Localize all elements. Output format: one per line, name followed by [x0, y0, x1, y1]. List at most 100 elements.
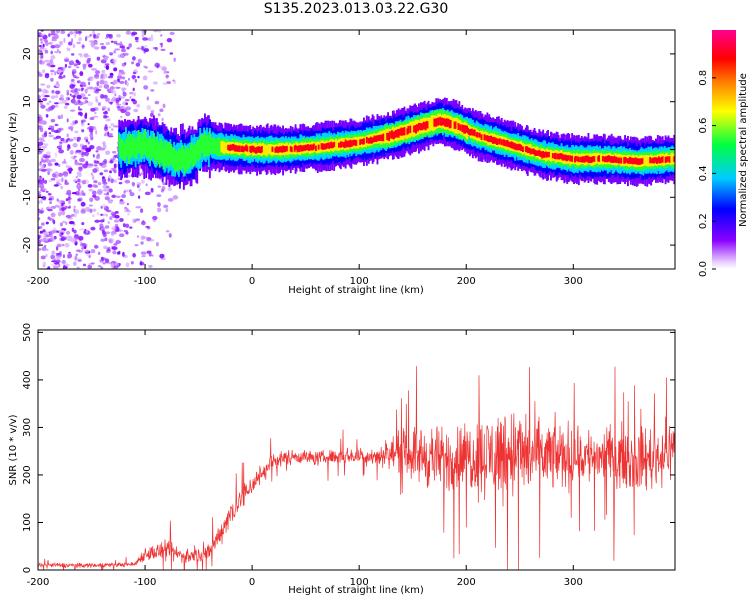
spectrogram-noise-cell [38, 141, 44, 146]
spectrogram-noise-cell [46, 102, 50, 106]
spectrogram-noise-cell [103, 184, 107, 189]
spectrogram-noise-cell [60, 185, 64, 190]
spectrogram-ridge-cell [183, 153, 186, 174]
spectrogram-noise-cell [90, 172, 93, 176]
spectrogram-noise-cell [115, 42, 121, 46]
spectrogram-noise-cell [76, 182, 81, 185]
spectrogram-noise-cell [81, 44, 85, 49]
spectrogram-noise-cell [108, 133, 113, 136]
spectrogram-noise-cell [70, 53, 75, 56]
spectrogram-noise-cell [111, 194, 117, 199]
spectrogram-noise-cell [46, 63, 51, 66]
spectrogram-noise-cell [120, 115, 123, 119]
spectrogram-noise-cell [62, 139, 69, 144]
spectrogram-noise-cell [84, 88, 88, 94]
spectrogram-ridge-cell [149, 135, 151, 153]
spectrogram-noise-cell [56, 246, 59, 251]
spectrogram-ridge-cell [214, 139, 217, 154]
spectrogram-noise-cell [45, 158, 49, 161]
spectrogram-noise-cell [81, 247, 85, 250]
spectrogram-ridge-cell [223, 142, 226, 155]
spectrogram-noise-cell [48, 178, 52, 183]
spectrogram-noise-cell [125, 111, 131, 117]
spectrogram-noise-cell [125, 223, 130, 228]
spectrogram-noise-cell [140, 235, 146, 241]
spectrogram-noise-cell [38, 137, 44, 140]
spectrogram-noise-cell [141, 33, 145, 38]
spectrogram-noise-cell [99, 93, 105, 99]
spectrogram-ridge-cell [225, 142, 228, 154]
spectrogram-noise-cell [53, 265, 59, 269]
spectrogram-noise-cell [113, 50, 117, 54]
spectrogram-noise-cell [42, 261, 47, 267]
spectrogram-noise-cell [60, 137, 65, 142]
spectrogram-ridge-cell [160, 143, 163, 163]
spectrogram-noise-cell [104, 110, 108, 113]
spectrogram-ridge-cell [127, 142, 130, 165]
spectrogram-noise-cell [42, 229, 46, 233]
spectrogram-noise-cell [78, 166, 83, 172]
spectrogram-noise-cell [154, 100, 160, 105]
spectrogram-noise-cell [110, 89, 117, 94]
spectrogram-noise-cell [40, 83, 46, 86]
spectrogram-noise-cell [114, 215, 120, 219]
spectrogram-noise-cell [76, 66, 80, 69]
spectrogram-noise-cell [51, 89, 55, 94]
spectrogram-ridge-cell [180, 146, 183, 167]
spectrogram-noise-cell [55, 257, 61, 260]
spectrogram-noise-cell [129, 189, 132, 193]
spectrogram-noise-cell [105, 249, 111, 253]
spectrogram-noise-cell [54, 123, 59, 127]
spectrogram-noise-cell [113, 219, 120, 223]
spectrogram-noise-cell [79, 54, 83, 58]
spectrogram-noise-cell [173, 57, 176, 62]
spectrogram-noise-cell [66, 137, 70, 141]
spectrogram-noise-cell [50, 69, 55, 73]
spectrogram-noise-cell [100, 266, 104, 269]
spectrogram-noise-cell [135, 40, 139, 43]
spectrogram-noise-cell [58, 251, 63, 254]
spectrogram-noise-cell [110, 178, 114, 184]
spectrogram-noise-cell [62, 265, 66, 269]
spectrogram-noise-cell [70, 122, 76, 127]
spectrogram-noise-cell [56, 81, 59, 84]
spectrogram-noise-cell [40, 198, 43, 204]
spectrogram-noise-cell [121, 194, 126, 199]
spectrogram-noise-cell [55, 178, 62, 183]
spectrogram-noise-cell [57, 211, 62, 217]
spectrogram-noise-cell [95, 130, 98, 135]
spectrogram-noise-cell [90, 249, 96, 254]
spectrogram-noise-cell [48, 134, 54, 138]
spectrogram-noise-cell [105, 65, 110, 70]
spectrogram-noise-cell [46, 84, 51, 89]
spectrogram-ridge-cell [181, 145, 184, 168]
spectrogram-noise-cell [43, 237, 47, 242]
spectrogram-noise-cell [152, 81, 158, 85]
spectrogram-noise-cell [87, 93, 91, 97]
spectrogram-noise-cell [107, 118, 111, 122]
spectrogram-noise-cell [66, 118, 69, 123]
spectrogram-noise-cell [99, 172, 104, 176]
spectrogram-ridge-cell [143, 136, 146, 155]
spectrogram-noise-cell [129, 192, 135, 197]
spectrogram-noise-cell [40, 56, 44, 59]
spectrogram-noise-cell [38, 162, 43, 167]
spectrogram-noise-cell [60, 94, 64, 99]
spectrogram-noise-cell [113, 170, 117, 174]
spectrogram-noise-cell [38, 88, 42, 92]
spectrogram-noise-cell [85, 229, 89, 234]
spectrogram-noise-cell [41, 97, 48, 102]
spectrogram-noise-cell [50, 33, 55, 36]
spectrogram-noise-cell [76, 266, 80, 269]
spectrogram-ridge-cell [153, 139, 156, 162]
spectrogram-noise-cell [62, 220, 66, 224]
spectrogram-noise-cell [142, 37, 148, 41]
spectrogram-noise-cell [73, 205, 76, 209]
spectrogram-noise-cell [106, 186, 110, 189]
spectrogram-noise-cell [89, 40, 95, 43]
spectrogram-noise-cell [83, 53, 89, 58]
spectrogram-noise-cell [67, 97, 71, 101]
spectrogram-noise-cell [132, 87, 135, 92]
spectrogram-noise-cell [103, 133, 107, 137]
